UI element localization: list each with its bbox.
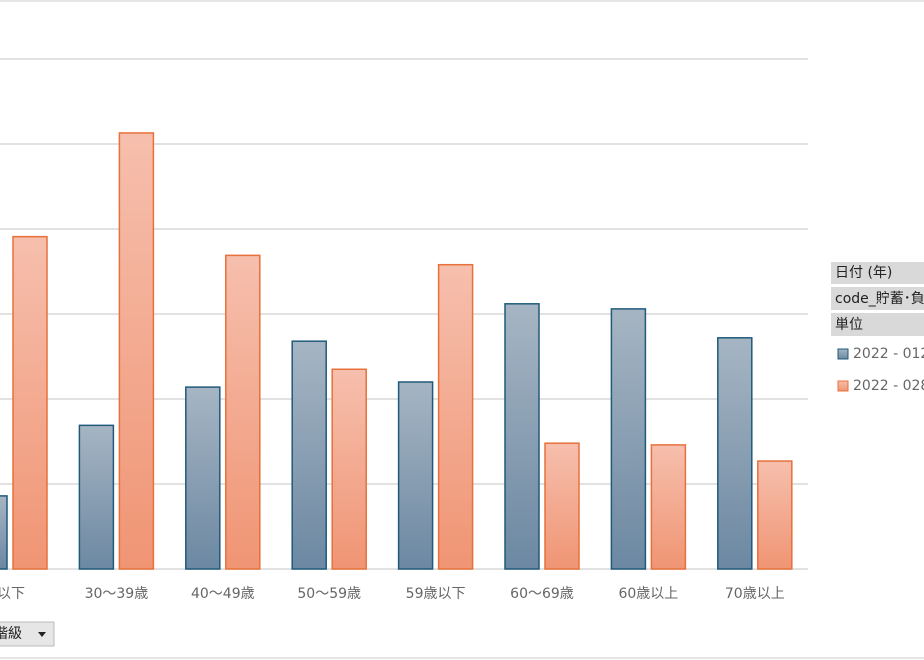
- header-text: 日付 (年): [835, 265, 892, 281]
- bar: [225, 254, 261, 570]
- bar: [78, 424, 115, 570]
- legend-swatch: [837, 380, 849, 392]
- header-cell: [831, 287, 924, 310]
- bar: [504, 303, 540, 570]
- legend-swatch: [837, 348, 849, 360]
- dropdown-arrow[interactable]: [38, 632, 46, 637]
- legend-label: 2022 - 028: [853, 378, 924, 394]
- bar: [650, 444, 687, 570]
- axis-button[interactable]: 階級: [0, 621, 55, 647]
- bar: [12, 235, 48, 570]
- header-text: code_貯蓄･負: [835, 291, 924, 307]
- bar: [0, 495, 8, 570]
- x-tick-label: 30〜39歳: [85, 586, 149, 602]
- bar: [331, 368, 367, 570]
- header-text: 単位: [835, 317, 863, 333]
- x-tick-label: 50〜59歳: [297, 586, 361, 602]
- x-tick-label: 59歳以下: [406, 586, 466, 602]
- bar: [717, 337, 753, 570]
- x-tick-label: 歳以下: [0, 586, 25, 602]
- x-tick-label: 70歳以上: [725, 586, 785, 602]
- x-tick-label: 60歳以上: [618, 586, 678, 602]
- bar: [610, 308, 647, 570]
- bar: [757, 460, 793, 570]
- header-cell: [831, 262, 924, 284]
- axis-button-label[interactable]: 階級: [0, 626, 22, 642]
- x-tick-label: 40〜49歳: [191, 586, 255, 602]
- legend-label: 2022 - 012: [853, 346, 924, 362]
- header-cell: [831, 313, 924, 336]
- axis-button-box[interactable]: [0, 621, 55, 647]
- bar: [544, 442, 580, 570]
- bar: [437, 263, 474, 570]
- bar: [291, 340, 327, 570]
- bar: [397, 381, 434, 570]
- pivot-header: 日付 (年) code_貯蓄･負 単位: [831, 262, 924, 336]
- bar: [185, 386, 221, 570]
- bar: [118, 132, 155, 570]
- x-tick-label: 60〜69歳: [510, 586, 574, 602]
